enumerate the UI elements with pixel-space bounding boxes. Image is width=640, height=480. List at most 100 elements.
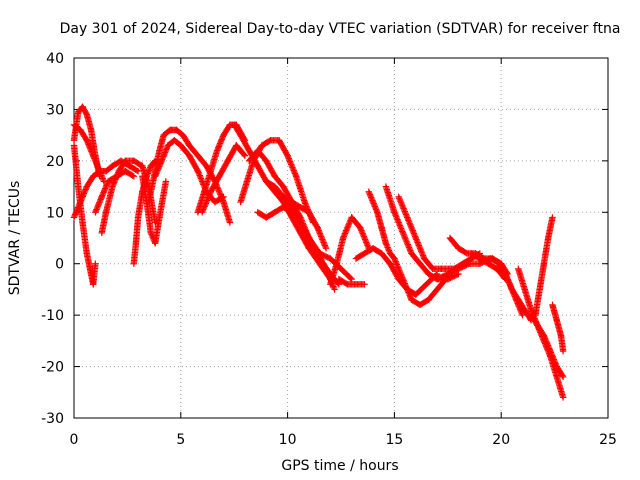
data-point: [360, 233, 368, 240]
data-point: [391, 210, 399, 217]
y-tick-label: 10: [46, 205, 64, 221]
data-point: [360, 231, 367, 239]
data-point: [383, 241, 390, 248]
data-point: [361, 236, 369, 243]
data-point: [393, 259, 400, 267]
y-tick-label: 20: [46, 154, 64, 170]
data-point: [202, 201, 209, 209]
data-point: [407, 223, 415, 230]
data-point: [398, 201, 405, 208]
data-point: [404, 215, 412, 223]
data-point: [393, 214, 401, 222]
data-point: [372, 204, 379, 212]
data-point: [345, 221, 352, 228]
data-point: [314, 224, 321, 231]
data-point: [197, 173, 204, 181]
data-point: [322, 265, 330, 273]
data-point: [288, 162, 296, 170]
data-point: [419, 250, 426, 258]
data-point: [287, 159, 294, 167]
data-point: [321, 242, 329, 249]
data-point: [198, 178, 206, 185]
data-point: [129, 172, 136, 179]
data-point: [402, 237, 410, 244]
data-point: [319, 237, 327, 245]
data-point: [315, 227, 322, 234]
series-sat-34: [549, 301, 567, 355]
data-point: [301, 198, 308, 206]
data-point: [400, 206, 408, 214]
data-point: [289, 165, 297, 173]
data-point: [203, 197, 211, 204]
data-point: [199, 207, 206, 215]
data-point: [400, 232, 408, 239]
data-point: [394, 217, 402, 225]
series-sat-23: [382, 183, 462, 283]
data-point: [240, 151, 248, 158]
data-point: [195, 170, 203, 178]
data-point: [413, 237, 421, 245]
data-point: [559, 372, 566, 379]
data-point: [365, 188, 372, 195]
data-point: [204, 195, 211, 203]
data-point: [400, 205, 407, 212]
series-sat-06: [92, 167, 138, 216]
data-point: [340, 233, 347, 240]
data-point: [313, 223, 320, 230]
data-point: [205, 192, 213, 200]
data-point: [403, 284, 410, 292]
data-point: [342, 227, 350, 234]
data-point: [371, 203, 379, 210]
data-point: [324, 268, 331, 275]
data-point: [396, 222, 404, 229]
data-point: [395, 265, 402, 273]
data-point: [214, 185, 222, 192]
data-point: [391, 209, 398, 216]
data-point: [361, 234, 368, 242]
data-point: [400, 277, 407, 284]
data-point: [316, 230, 324, 237]
x-tick-label: 5: [176, 432, 185, 448]
data-point: [318, 234, 325, 242]
series-sat-08: [139, 173, 170, 247]
data-point: [145, 168, 152, 176]
data-point: [413, 236, 420, 243]
data-point: [317, 233, 325, 240]
data-point: [359, 230, 366, 237]
data-point: [200, 204, 208, 212]
series-sat-30: [502, 270, 535, 324]
data-point: [288, 161, 295, 168]
data-point: [397, 223, 404, 231]
y-tick-label: 40: [46, 51, 64, 67]
data-point: [285, 155, 293, 162]
data-point: [324, 270, 332, 277]
data-point: [290, 167, 297, 174]
data-point: [339, 234, 347, 242]
data-point: [317, 231, 324, 239]
data-point: [325, 271, 332, 278]
data-point: [363, 239, 370, 246]
data-point: [549, 214, 556, 221]
data-point: [283, 151, 291, 158]
data-point: [396, 196, 404, 203]
data-point: [399, 275, 407, 283]
data-point: [369, 197, 376, 204]
y-tick-label: 30: [46, 102, 64, 118]
data-point: [284, 152, 291, 159]
series-sat-20: [335, 275, 368, 288]
x-tick-label: 0: [70, 432, 79, 448]
data-point: [286, 158, 294, 165]
x-tick-label: 25: [599, 432, 617, 448]
series-sat-10: [151, 137, 227, 206]
data-point: [358, 228, 366, 236]
data-point: [346, 218, 354, 226]
data-point: [407, 247, 414, 254]
series-sat-17: [263, 178, 338, 293]
plot-frame: [73, 57, 609, 419]
series-sat-12: [198, 142, 249, 216]
data-point: [415, 242, 423, 249]
x-axis-label: GPS time / hours: [281, 458, 398, 474]
data-point: [130, 173, 138, 180]
data-point: [334, 279, 342, 287]
